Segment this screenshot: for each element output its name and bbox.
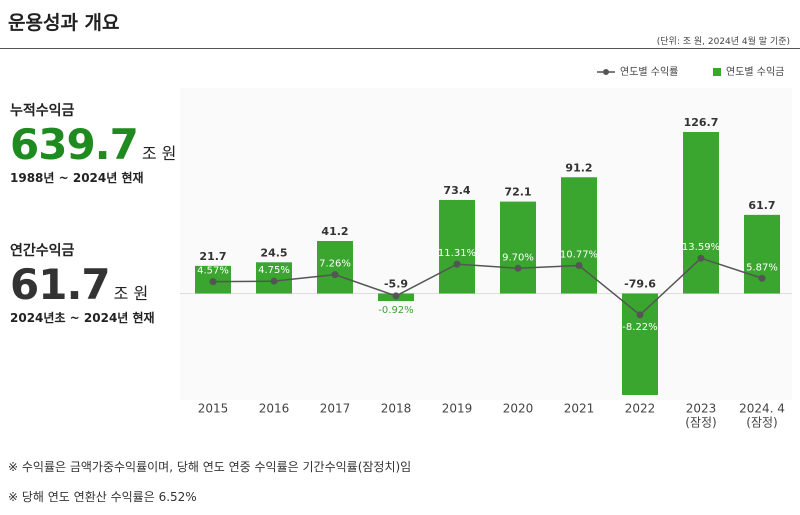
summary-period: 2024년초 ~ 2024년 현재 <box>10 311 155 325</box>
x-tick-label: 2018 <box>381 402 412 416</box>
line-value-label: -8.22% <box>622 322 657 333</box>
bar-value-label: -5.9 <box>384 278 408 291</box>
bar <box>317 240 353 294</box>
bar-value-label: 24.5 <box>260 246 287 259</box>
bar-value-label: 72.1 <box>504 186 531 199</box>
bar-value-label: 41.2 <box>321 225 348 238</box>
line-value-label: 7.26% <box>319 259 351 270</box>
x-tick-label: 2016 <box>259 402 290 416</box>
footnote: ※ 수익률은 금액가중수익률이며, 당해 연도 연중 수익률은 기간수익률(잠정… <box>8 460 412 474</box>
line-value-label: 9.70% <box>502 252 534 263</box>
x-tick-label: 2023 <box>686 402 717 416</box>
x-tick-label: 2024. 4 <box>739 402 785 416</box>
divider <box>0 48 800 49</box>
bar-value-label: 73.4 <box>443 184 470 197</box>
footnote: ※ 당해 연도 연환산 수익률은 6.52% <box>8 490 197 504</box>
x-tick-label: 2017 <box>320 402 351 416</box>
x-tick-label: 2022 <box>625 402 656 416</box>
line-value-label: 13.59% <box>682 242 720 253</box>
line-point <box>697 254 705 262</box>
bar-value-label: 91.2 <box>565 161 592 174</box>
summary-row: 61.7 조 원 <box>10 260 155 309</box>
line-point <box>453 260 461 268</box>
bar <box>622 293 658 395</box>
x-tick-label: 2015 <box>198 402 229 416</box>
x-tick-label: 2020 <box>503 402 534 416</box>
line-value-label: 11.31% <box>438 248 476 259</box>
bar-value-label: -79.6 <box>624 278 656 291</box>
line-point <box>270 277 278 285</box>
line-point <box>575 262 583 270</box>
line-point <box>209 278 217 286</box>
page-title: 운용성과 개요 <box>8 12 120 34</box>
bar <box>439 199 475 294</box>
line-value-label: 10.77% <box>560 250 598 261</box>
bar <box>683 132 719 294</box>
unit-note: (단위: 조 원, 2024년 4월 말 기준) <box>656 37 790 47</box>
line-point <box>758 274 766 282</box>
summary-unit: 조 원 <box>141 144 177 163</box>
x-tick-label: (잠정) <box>685 416 716 430</box>
line-point <box>392 292 400 300</box>
line-value-label: 5.87% <box>746 262 778 273</box>
summary-label: 연간수익금 <box>10 243 75 259</box>
summary-value: 639.7 <box>10 120 139 169</box>
summary-period: 1988년 ~ 2024년 현재 <box>10 171 144 185</box>
x-tick-label: (잠정) <box>746 416 777 430</box>
line-value-label: -0.92% <box>378 305 413 316</box>
summary-unit: 조 원 <box>113 284 149 303</box>
legend-swatch <box>713 68 721 76</box>
summary-row: 639.7 조 원 <box>10 120 176 169</box>
summary-block: 누적수익금 639.7 조 원 1988년 ~ 2024년 현재 <box>10 100 176 186</box>
bar-value-label: 21.7 <box>199 250 226 263</box>
summary-value: 61.7 <box>10 260 111 309</box>
x-tick-label: 2019 <box>442 402 473 416</box>
summary-label: 누적수익금 <box>10 103 75 119</box>
return-line <box>212 257 763 316</box>
legend-label: 연도별 수익금 <box>726 66 784 78</box>
x-tick-label: 2021 <box>564 402 595 416</box>
summary-block: 연간수익금 61.7 조 원 2024년초 ~ 2024년 현재 <box>10 240 155 326</box>
bar <box>561 177 597 294</box>
legend-marker <box>603 69 609 75</box>
line-value-label: 4.57% <box>197 266 229 277</box>
line-point <box>514 264 522 272</box>
line-value-label: 4.75% <box>258 265 290 276</box>
bar <box>500 201 536 294</box>
bar-value-label: 61.7 <box>748 199 775 212</box>
bar-value-label: 126.7 <box>684 116 719 129</box>
legend-label: 연도별 수익률 <box>620 66 678 78</box>
line-point <box>331 271 339 279</box>
line-point <box>636 311 644 319</box>
